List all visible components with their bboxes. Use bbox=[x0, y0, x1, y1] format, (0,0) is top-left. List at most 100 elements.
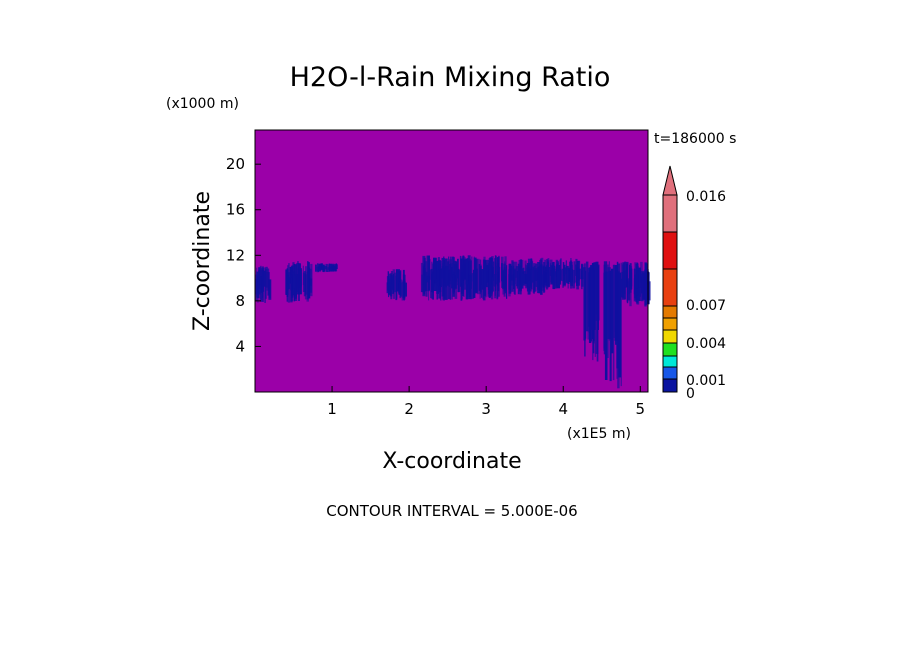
rain-streak bbox=[614, 265, 618, 341]
colorbar-label: 0 bbox=[686, 386, 695, 402]
rain-streak bbox=[544, 259, 546, 288]
rain-streak bbox=[595, 261, 599, 315]
rain-streak bbox=[529, 268, 531, 295]
rain-streak bbox=[471, 273, 474, 299]
rain-streak bbox=[518, 260, 521, 280]
rain-streak bbox=[519, 266, 522, 285]
rain-streak bbox=[294, 270, 296, 290]
rain-streak bbox=[508, 269, 511, 290]
rain-streak bbox=[482, 275, 484, 299]
rain-streak bbox=[268, 279, 271, 298]
rain-streak bbox=[424, 275, 427, 291]
rain-streak bbox=[390, 275, 392, 300]
rain-streak bbox=[423, 257, 426, 292]
rain-streak bbox=[490, 257, 493, 295]
rain-region bbox=[315, 263, 338, 273]
y-tick-label: 8 bbox=[235, 292, 245, 310]
rain-streak bbox=[392, 269, 395, 299]
rain-streak bbox=[622, 262, 625, 299]
rain-streak bbox=[263, 270, 266, 287]
rain-streak bbox=[307, 267, 310, 299]
rain-region bbox=[544, 258, 584, 290]
rain-streak bbox=[285, 269, 287, 295]
rain-streak bbox=[485, 271, 488, 288]
rain-streak bbox=[394, 272, 397, 293]
rain-streak bbox=[484, 263, 487, 286]
rain-streak bbox=[644, 269, 647, 307]
colorbar-segment bbox=[662, 268, 678, 307]
x-tick-label: 2 bbox=[404, 400, 414, 418]
rain-streak bbox=[545, 270, 548, 286]
rain-streak bbox=[526, 267, 530, 288]
rain-streak bbox=[302, 265, 304, 286]
rain-streak bbox=[630, 272, 633, 289]
plot-frame bbox=[254, 129, 649, 393]
rain-streak bbox=[405, 282, 407, 297]
rain-streak bbox=[261, 270, 264, 302]
contour-interval-label: CONTOUR INTERVAL = 5.000E-06 bbox=[326, 502, 577, 520]
colorbar-segment bbox=[662, 366, 678, 380]
rain-streak bbox=[335, 263, 338, 272]
rain-streak bbox=[552, 265, 556, 290]
rain-streak bbox=[460, 258, 462, 283]
rain-region bbox=[603, 261, 622, 389]
colorbar-label: 0.016 bbox=[686, 189, 726, 205]
rain-streak bbox=[265, 269, 267, 299]
rain-streak bbox=[432, 263, 434, 293]
rain-streak bbox=[591, 264, 595, 330]
y-axis-label: Z-coordinate bbox=[190, 191, 215, 331]
rain-streak bbox=[498, 266, 501, 283]
x-tick-label: 1 bbox=[327, 400, 337, 418]
rain-streak bbox=[452, 274, 455, 297]
rain-streak bbox=[256, 271, 259, 286]
rain-streak bbox=[506, 265, 508, 299]
rain-streak bbox=[433, 259, 437, 280]
x-axis-label: X-coordinate bbox=[382, 449, 521, 474]
rain-streak bbox=[287, 275, 289, 289]
rain-streak bbox=[436, 269, 440, 287]
rain-region bbox=[386, 269, 407, 301]
chart-title: H2O-l-Rain Mixing Ratio bbox=[290, 62, 611, 93]
y-tick-label: 12 bbox=[226, 246, 245, 264]
rain-streak bbox=[256, 267, 258, 290]
rain-streak bbox=[449, 264, 451, 281]
rain-streak bbox=[426, 255, 430, 283]
rain-streak bbox=[291, 269, 293, 298]
rain-streak bbox=[462, 255, 465, 281]
rain-streak bbox=[324, 266, 327, 270]
rain-streak bbox=[496, 271, 499, 286]
rain-streak bbox=[570, 264, 573, 286]
rain-streak bbox=[502, 269, 506, 288]
rain-streak bbox=[639, 269, 642, 297]
rain-streak bbox=[451, 267, 453, 289]
rain-streak bbox=[504, 256, 507, 277]
x-tick-label: 5 bbox=[636, 400, 646, 418]
rain-streak bbox=[578, 268, 582, 279]
rain-streak bbox=[491, 267, 494, 292]
rain-streak bbox=[562, 262, 565, 276]
x-axis-ticks: 1 2 3 4 5 bbox=[327, 386, 645, 418]
rain-streak bbox=[440, 269, 442, 285]
rain-streak bbox=[474, 263, 476, 294]
rain-streak bbox=[566, 265, 569, 284]
rain-streak bbox=[643, 270, 645, 297]
rain-streak bbox=[315, 264, 317, 272]
rain-streak bbox=[495, 255, 498, 285]
rain-streak bbox=[398, 269, 400, 294]
rain-streak bbox=[633, 269, 637, 302]
rain-streak bbox=[550, 270, 553, 285]
rain-streak bbox=[635, 263, 639, 289]
colorbar-segment bbox=[662, 355, 678, 368]
rain-streak bbox=[563, 267, 566, 287]
x-unit-label: (x1E5 m) bbox=[567, 426, 631, 442]
rain-streak bbox=[327, 264, 329, 270]
rain-streak bbox=[430, 269, 432, 299]
colorbar-label: 0.007 bbox=[686, 298, 726, 314]
rain-streak bbox=[288, 263, 290, 289]
rain-streak bbox=[292, 272, 295, 289]
rain-streak bbox=[612, 264, 615, 381]
rain-streak bbox=[604, 271, 608, 380]
rain-streak bbox=[424, 261, 428, 280]
rain-streak bbox=[557, 271, 560, 289]
rain-streak bbox=[618, 272, 622, 378]
